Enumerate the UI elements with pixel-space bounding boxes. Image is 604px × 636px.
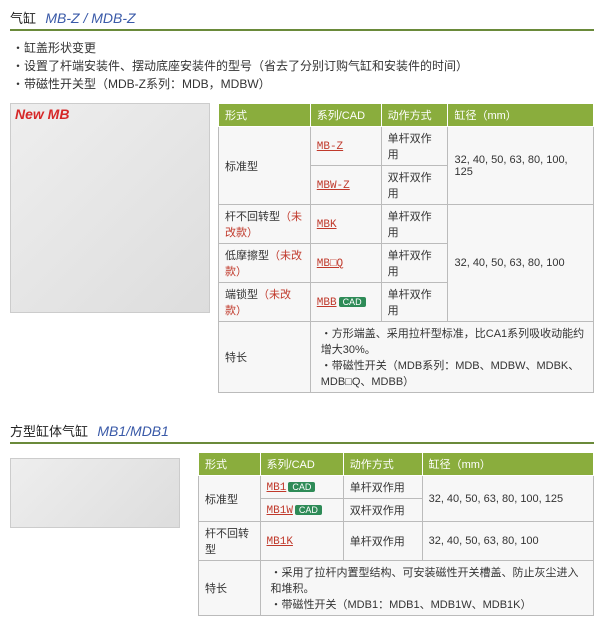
th-bore: 缸径（mm）: [422, 453, 593, 476]
table-row: 标准型 MB1CAD 单杆双作用 32, 40, 50, 63, 80, 100…: [199, 476, 594, 499]
cell-type: 端锁型（未改款）: [219, 283, 311, 322]
cad-badge: CAD: [288, 482, 315, 492]
series-link[interactable]: MB-Z: [317, 141, 343, 153]
cell-series: MBK: [310, 205, 381, 244]
bullet-item: 设置了杆端安装件、摆动底座安装件的型号（省去了分别订购气缸和安装件的时间）: [12, 57, 594, 75]
title-model: MB1/MDB1: [97, 423, 169, 439]
bullet-list: 缸盖形状变更 设置了杆端安装件、摆动底座安装件的型号（省去了分别订购气缸和安装件…: [12, 39, 594, 93]
series-link[interactable]: MBW-Z: [317, 180, 350, 192]
th-type: 形式: [199, 453, 261, 476]
feature-item: 采用了拉杆内置型结构、可安装磁性开关槽盖、防止灰尘进入和堆积。: [271, 564, 587, 596]
cell-series: MBW-Z: [310, 166, 381, 205]
cell-feature-text: 采用了拉杆内置型结构、可安装磁性开关槽盖、防止灰尘进入和堆积。 带磁性开关（MD…: [260, 561, 593, 616]
series-link[interactable]: MB□Q: [317, 258, 343, 270]
product-image: [10, 458, 180, 528]
th-series: 系列/CAD: [310, 104, 381, 127]
cell-bore: 32, 40, 50, 63, 80, 100, 125: [448, 127, 594, 205]
cell-action: 单杆双作用: [381, 205, 448, 244]
title-label: 方型缸体气缸: [10, 424, 88, 439]
cell-action: 单杆双作用: [343, 476, 422, 499]
cell-feature-label: 特长: [199, 561, 261, 616]
series-link[interactable]: MB1K: [267, 536, 293, 548]
cell-series: MB-Z: [310, 127, 381, 166]
cell-type: 杆不回转型: [199, 522, 261, 561]
series-link[interactable]: MBK: [317, 219, 337, 231]
cell-type: 低摩擦型（未改款）: [219, 244, 311, 283]
spec-table: 形式 系列/CAD 动作方式 缸径（mm） 标准型 MB-Z 单杆双作用 32,…: [218, 103, 594, 393]
title-model: MB-Z / MDB-Z: [45, 10, 135, 26]
cell-action: 双杆双作用: [343, 499, 422, 522]
bullet-item: 缸盖形状变更: [12, 39, 594, 57]
feature-item: 带磁性开关（MDB系列：MDB、MDBW、MDBK、MDB□Q、MDBB）: [321, 357, 587, 389]
cell-series: MB1WCAD: [260, 499, 343, 522]
table-row: 杆不回转型（未改款） MBK 单杆双作用 32, 40, 50, 63, 80,…: [219, 205, 594, 244]
th-action: 动作方式: [343, 453, 422, 476]
table-header-row: 形式 系列/CAD 动作方式 缸径（mm）: [219, 104, 594, 127]
th-series: 系列/CAD: [260, 453, 343, 476]
series-link[interactable]: MB1W: [267, 505, 293, 517]
section-mb1: 方型缸体气缸 MB1/MDB1 形式 系列/CAD 动作方式 缸径（mm） 标准…: [0, 413, 604, 636]
table-row: 标准型 MB-Z 单杆双作用 32, 40, 50, 63, 80, 100, …: [219, 127, 594, 166]
cell-action: 双杆双作用: [381, 166, 448, 205]
spec-table: 形式 系列/CAD 动作方式 缸径（mm） 标准型 MB1CAD 单杆双作用 3…: [198, 452, 594, 616]
feature-item: 带磁性开关（MDB1：MDB1、MDB1W、MDB1K）: [271, 596, 587, 612]
bullet-item: 带磁性开关型（MDB-Z系列：MDB，MDBW）: [12, 75, 594, 93]
cell-type: 标准型: [219, 127, 311, 205]
cell-bore: 32, 40, 50, 63, 80, 100: [422, 522, 593, 561]
title-row: 气缸 MB-Z / MDB-Z: [10, 8, 594, 31]
th-type: 形式: [219, 104, 311, 127]
cell-feature-text: 方形端盖、采用拉杆型标准，比CA1系列吸收动能约增大30%。 带磁性开关（MDB…: [310, 322, 593, 393]
table-row: 杆不回转型 MB1K 单杆双作用 32, 40, 50, 63, 80, 100: [199, 522, 594, 561]
cell-series: MBBCAD: [310, 283, 381, 322]
cell-action: 单杆双作用: [343, 522, 422, 561]
cell-action: 单杆双作用: [381, 244, 448, 283]
table-row-feature: 特长 方形端盖、采用拉杆型标准，比CA1系列吸收动能约增大30%。 带磁性开关（…: [219, 322, 594, 393]
cell-series: MB1CAD: [260, 476, 343, 499]
image-column: [10, 452, 190, 528]
cell-series: MB1K: [260, 522, 343, 561]
cell-bore: 32, 40, 50, 63, 80, 100, 125: [422, 476, 593, 522]
th-action: 动作方式: [381, 104, 448, 127]
cell-type: 杆不回转型（未改款）: [219, 205, 311, 244]
section-mbz: 气缸 MB-Z / MDB-Z 缸盖形状变更 设置了杆端安装件、摆动底座安装件的…: [0, 0, 604, 413]
image-column: New MB: [10, 103, 210, 313]
type-text: 杆不回转型: [225, 211, 280, 223]
cell-type: 标准型: [199, 476, 261, 522]
cell-series: MB□Q: [310, 244, 381, 283]
table-header-row: 形式 系列/CAD 动作方式 缸径（mm）: [199, 453, 594, 476]
cad-badge: CAD: [295, 505, 322, 515]
cad-badge: CAD: [339, 297, 366, 307]
type-text: 端锁型: [225, 289, 258, 301]
table-row-feature: 特长 采用了拉杆内置型结构、可安装磁性开关槽盖、防止灰尘进入和堆积。 带磁性开关…: [199, 561, 594, 616]
title-row: 方型缸体气缸 MB1/MDB1: [10, 421, 594, 444]
type-text: 低摩擦型: [225, 250, 269, 262]
series-link[interactable]: MB1: [267, 482, 287, 494]
feature-list: 方形端盖、采用拉杆型标准，比CA1系列吸收动能约增大30%。 带磁性开关（MDB…: [317, 325, 587, 389]
feature-item: 方形端盖、采用拉杆型标准，比CA1系列吸收动能约增大30%。: [321, 325, 587, 357]
cell-action: 单杆双作用: [381, 127, 448, 166]
title-label: 气缸: [10, 11, 36, 26]
cell-feature-label: 特长: [219, 322, 311, 393]
new-badge: New MB: [15, 106, 69, 122]
content-row: New MB 形式 系列/CAD 动作方式 缸径（mm） 标准型 MB-Z 单杆…: [10, 103, 594, 393]
content-row: 形式 系列/CAD 动作方式 缸径（mm） 标准型 MB1CAD 单杆双作用 3…: [10, 452, 594, 616]
cell-bore: 32, 40, 50, 63, 80, 100: [448, 205, 594, 322]
th-bore: 缸径（mm）: [448, 104, 594, 127]
product-image: New MB: [10, 103, 210, 313]
cell-action: 单杆双作用: [381, 283, 448, 322]
feature-list: 采用了拉杆内置型结构、可安装磁性开关槽盖、防止灰尘进入和堆积。 带磁性开关（MD…: [267, 564, 587, 612]
series-link[interactable]: MBB: [317, 297, 337, 309]
